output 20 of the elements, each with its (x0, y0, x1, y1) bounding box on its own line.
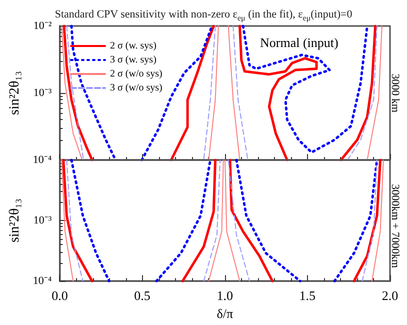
y-tick-label: 10⁻³ (33, 87, 52, 99)
legend-label: 2 σ (w/o sys) (110, 68, 162, 80)
y-tick-label: 10⁻² (33, 20, 52, 32)
legend-label: 3 σ (w. sys) (110, 54, 156, 66)
y-axis-title: sin²2θ₁₃ (8, 70, 22, 116)
x-tick-label: 2.0 (382, 288, 398, 304)
x-tick-label: 0.0 (52, 288, 68, 304)
annotation: Normal (input) (260, 35, 338, 50)
y-tick-label: 10⁻⁴ (32, 154, 52, 166)
x-axis-title: δ/π (216, 306, 234, 321)
x-tick-label: 1.0 (216, 288, 233, 304)
legend-label: 3 σ (w/o sys) (110, 82, 162, 94)
y-tick-label: 10⁻⁴ (32, 275, 52, 288)
x-tick-label: 0.5 (134, 288, 150, 304)
x-tick-label: 1.5 (299, 288, 316, 304)
annotation: 3000km + 7000km (389, 184, 401, 268)
y-axis-title: sin²2θ₁₃ (8, 198, 22, 243)
y-tick-label: 10⁻³ (33, 214, 52, 227)
legend-label: 2 σ (w. sys) (110, 40, 156, 52)
annotation: 3000 km (389, 74, 401, 113)
